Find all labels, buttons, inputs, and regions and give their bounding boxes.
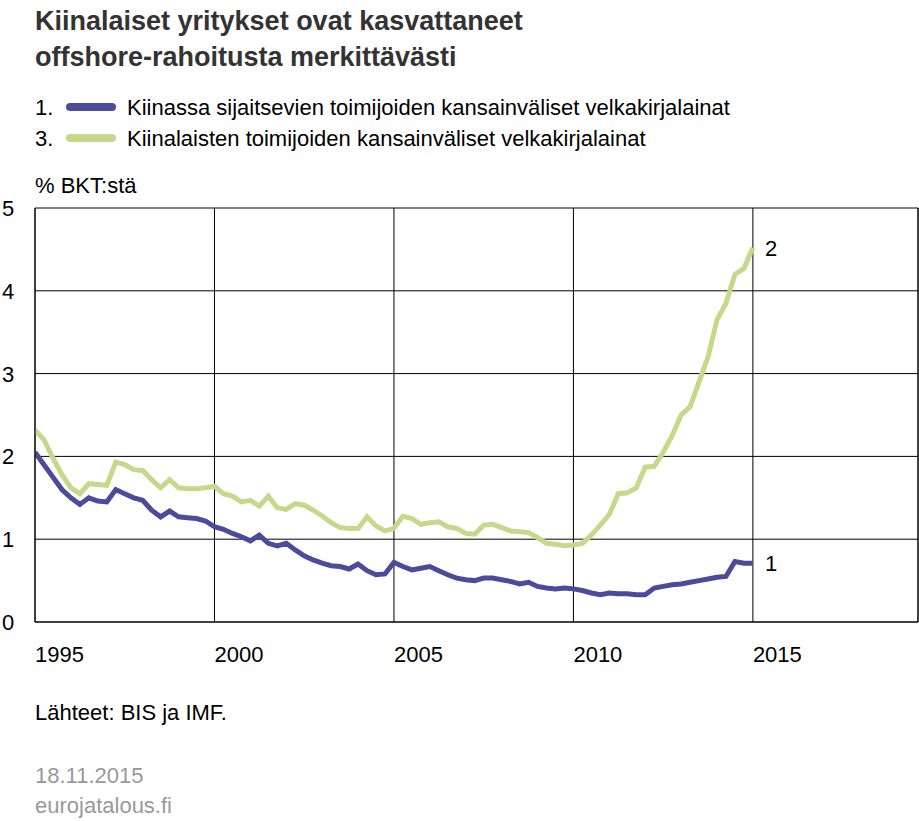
svg-text:5: 5 [8,196,14,221]
svg-text:Lähteet: BIS ja IMF.: Lähteet: BIS ja IMF. [35,700,227,725]
svg-text:offshore-rahoitusta merkittävä: offshore-rahoitusta merkittävästi [35,42,457,72]
svg-text:1: 1 [8,527,14,552]
svg-text:1: 1 [765,551,777,576]
svg-text:2015: 2015 [753,642,802,667]
svg-text:2005: 2005 [394,642,443,667]
svg-text:Kiinalaisten toimijoiden kansa: Kiinalaisten toimijoiden kansainväliset … [127,126,646,151]
svg-text:2: 2 [765,236,777,261]
svg-text:eurojatalous.fi: eurojatalous.fi [35,793,172,818]
svg-text:0: 0 [8,610,14,635]
svg-text:2010: 2010 [573,642,622,667]
svg-text:2: 2 [8,444,14,469]
svg-text:4: 4 [8,279,14,304]
svg-text:18.11.2015: 18.11.2015 [35,763,143,788]
svg-text:2000: 2000 [214,642,263,667]
svg-text:% BKT:stä: % BKT:stä [35,173,137,198]
svg-text:3: 3 [8,362,14,387]
svg-text:1.: 1. [35,95,53,120]
svg-text:1995: 1995 [35,642,84,667]
svg-text:Kiinassa sijaitsevien toimijoi: Kiinassa sijaitsevien toimijoiden kansai… [127,95,730,120]
svg-text:3.: 3. [35,126,53,151]
svg-text:Kiinalaiset yritykset ovat kas: Kiinalaiset yritykset ovat kasvattaneet [35,6,523,36]
